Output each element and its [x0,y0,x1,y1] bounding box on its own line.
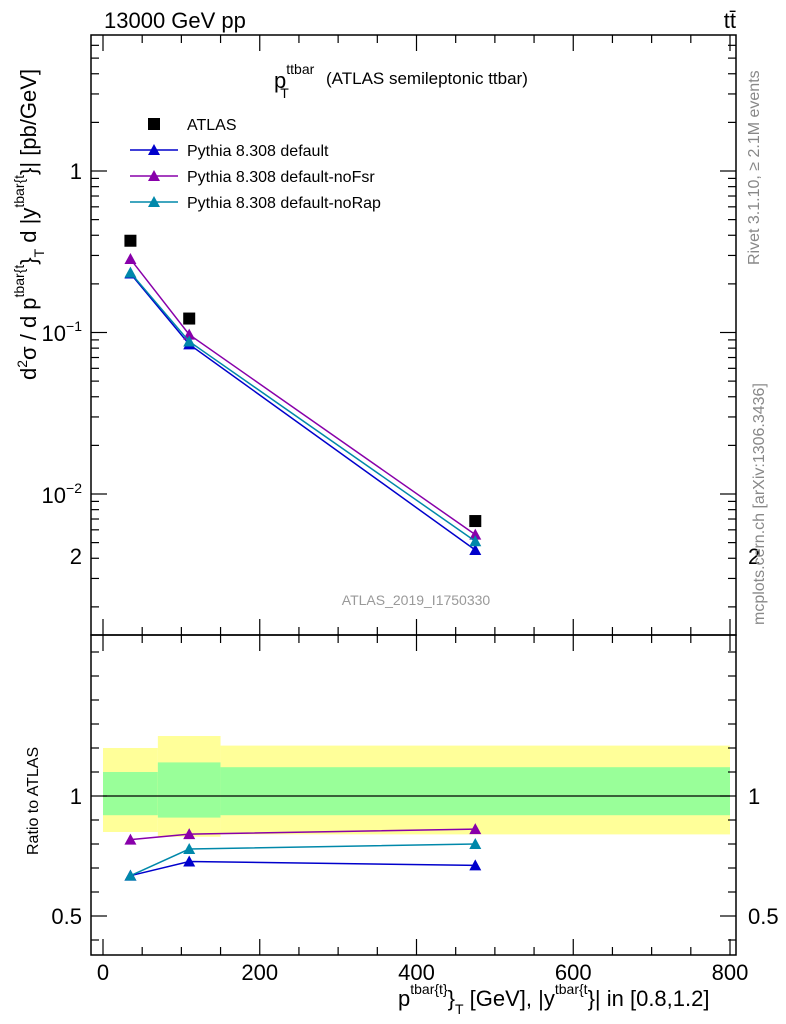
plot-title: pttbar T [274,61,315,101]
x-axis-ticks [102,35,731,955]
ratio-point-1 [124,833,137,845]
series-point-2 [124,253,137,265]
series-point-3 [124,266,137,278]
ratio-point-1 [183,828,196,840]
y-tick-label-0.1: 10−1 [42,318,83,346]
ratio-point-0 [469,859,482,871]
ratio-point-1 [469,823,482,835]
legend-label: Pythia 8.308 default-noFsr [187,169,375,186]
ratio-y-tick-label-right: 2 [748,544,760,569]
series-point-1 [469,544,482,556]
x-tick-label: 0 [97,960,109,985]
atlas-data-point [124,234,137,247]
atlas-data-point [469,515,482,528]
ratio-uncertainty-bands [103,736,730,837]
ratio-panel-frame [90,634,737,956]
x-tick-label: 200 [241,960,278,985]
ratio-y-tick-labels: 0.5 0.5 1 1 2 2 [51,544,778,929]
main-y-axis-title: d2σ / d ptbar{t}T d |ytbar{t}| [pb/GeV] [11,69,47,380]
main-series-group [124,234,482,556]
series-point-3 [183,335,196,347]
ratio-point-2 [183,843,196,855]
legend-marker [148,144,160,155]
mcplots-label: mcplots.cern.ch [arXiv:1306.3436] [751,383,768,625]
x-tick-label: 600 [555,960,592,985]
legend-marker-atlas [148,118,160,130]
legend-marker [148,170,160,181]
legend-label: Pythia 8.308 default [187,143,329,160]
series-line-1 [129,272,476,551]
main-axis-ticks [91,44,736,608]
ratio-y-tick-label-right: 1 [748,784,760,809]
ratio-point-2 [469,838,482,849]
ratio-y-tick-label: 2 [70,544,82,569]
y-tick-label-0.01: 10−2 [42,480,83,508]
ratio-point-2 [124,869,137,881]
ratio-y-axis-title: Ratio to ATLAS [25,747,42,855]
series-line-3 [129,272,476,542]
x-tick-labels: 0 200 400 600 800 [97,960,748,985]
analysis-watermark: ATLAS_2019_I1750330 [342,592,491,608]
energy-label: 13000 GeV pp [104,8,246,33]
ratio-y-tick-label: 1 [70,784,82,809]
atlas-data-point [183,312,196,325]
green-band-segment [220,767,730,816]
legend: ATLAS Pythia 8.308 default Pythia 8.308 de… [130,117,381,212]
x-axis-title: ptbar{t}}T [GeV], |ytbar{t}| in [0.8,1.2… [398,981,709,1017]
legend-label: Pythia 8.308 default-noRap [187,195,381,212]
main-y-tick-labels: 1 10−1 10−2 [42,159,83,508]
y-tick-label-1: 1 [70,159,82,184]
x-tick-label: 400 [398,960,435,985]
rivet-label: Rivet 3.1.10, ≥ 2.1M events [746,70,763,265]
ratio-point-0 [183,855,196,867]
series-point-3 [469,535,482,547]
ratio-axis-ticks [91,651,736,941]
green-band-segment [103,772,158,816]
legend-marker [148,196,160,207]
ratio-y-tick-label-right: 0.5 [748,904,779,929]
green-band-segment [157,762,221,818]
legend-label: ATLAS [187,117,237,134]
ratio-line-2 [130,843,476,877]
process-label: tt̄ [724,8,736,33]
ratio-y-tick-label: 0.5 [51,904,82,929]
series-point-2 [469,528,482,540]
plot-title-rest: (ATLAS semileptonic ttbar) [326,69,528,88]
ratio-line-0 [130,860,476,877]
x-tick-label: 800 [712,960,749,985]
ratio-series-group [124,823,482,881]
series-line-2 [129,258,476,536]
